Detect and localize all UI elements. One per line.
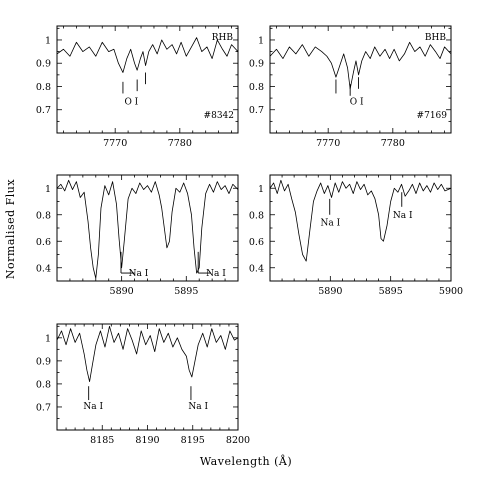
y-tick-label: 0.7 [36, 402, 51, 413]
panel-top-left: 7770 7780 0.7 0.8 0.9 1 RHB #8342 O I [36, 25, 239, 149]
annotation-label: Na I [129, 269, 149, 279]
y-tick-label: 0.9 [36, 356, 51, 367]
spectrum-line [269, 179, 452, 262]
x-tick-label: 8200 [226, 435, 250, 446]
panel-frame [269, 25, 452, 134]
y-tick-label: 0.4 [249, 263, 264, 274]
annotation-label: Na I [393, 211, 413, 221]
x-tick-label: 7770 [103, 138, 127, 149]
y-tick-label: 1 [258, 184, 264, 195]
x-tick-label: 8185 [90, 435, 114, 446]
spectrum-line [56, 179, 239, 279]
annotation-label: O I [124, 98, 138, 108]
spectrum-line [56, 37, 239, 73]
y-tick-label: 1 [45, 333, 51, 344]
annotation-label: Na I [188, 402, 208, 412]
y-tick-label: 0.8 [36, 210, 51, 221]
annotation-label: #7169 [417, 111, 448, 121]
x-tick-label: 5890 [318, 286, 342, 297]
panel-top-right: 7770 7780 0.7 0.8 0.9 1 BHB #7169 O I [249, 25, 452, 149]
x-tick-label: 8195 [181, 435, 205, 446]
annotation-label: Na I [83, 402, 103, 412]
spectrum-line [56, 325, 239, 383]
annotation-label: O I [350, 98, 364, 108]
y-tick-label: 0.9 [249, 59, 264, 70]
panel-middle-right: 5890 5895 5900 0.4 0.6 0.8 1 Na I Na I [249, 174, 463, 297]
panel-middle-left: 5890 5895 0.4 0.6 0.8 1 Na I Na I [36, 174, 239, 297]
panel-frame [269, 174, 452, 282]
y-tick-label: 1 [45, 184, 51, 195]
annotation-label: Na I [206, 269, 226, 279]
x-tick-label: 5890 [110, 286, 134, 297]
panel-frame [56, 323, 239, 431]
y-tick-label: 0.8 [249, 210, 264, 221]
annotation-label: #8342 [204, 111, 234, 121]
y-axis-title: Normalised Flux [4, 179, 17, 279]
annotation-label: Na I [320, 219, 340, 229]
spectrum-line [269, 41, 452, 90]
y-tick-label: 0.8 [249, 82, 264, 93]
y-tick-label: 0.4 [36, 263, 51, 274]
y-tick-label: 0.7 [249, 105, 264, 116]
y-tick-label: 0.6 [36, 237, 51, 248]
y-tick-label: 1 [258, 35, 264, 46]
spectrum-panels: 7770 7780 0.7 0.8 0.9 1 RHB #8342 O I 7770 7780 0.7… [36, 25, 463, 446]
x-tick-label: 7780 [168, 138, 192, 149]
panel-frame [56, 174, 239, 282]
annotation-label: RHB [212, 33, 234, 43]
panel-frame [56, 25, 239, 134]
y-tick-label: 0.8 [36, 82, 51, 93]
x-tick-label: 7770 [316, 138, 340, 149]
annotation-label: BHB [425, 33, 446, 43]
x-tick-label: 5900 [439, 286, 463, 297]
y-tick-label: 1 [45, 35, 51, 46]
panel-bottom-left: 8185 8190 8195 8200 0.7 0.8 0.9 1 Na I Na I [36, 323, 250, 446]
x-tick-label: 5895 [174, 286, 198, 297]
y-tick-label: 0.6 [249, 237, 264, 248]
x-axis-title: Wavelength (Å) [200, 454, 292, 468]
y-tick-label: 0.7 [36, 105, 51, 116]
y-tick-label: 0.8 [36, 379, 51, 390]
y-tick-label: 0.9 [36, 59, 51, 70]
x-tick-label: 5895 [379, 286, 403, 297]
x-tick-label: 8190 [135, 435, 159, 446]
x-tick-label: 7780 [381, 138, 405, 149]
